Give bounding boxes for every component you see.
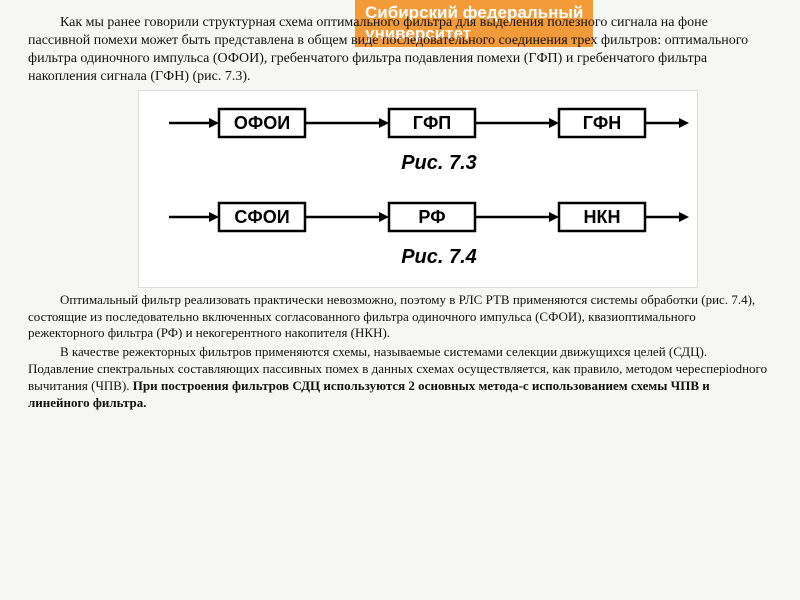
svg-text:Рис. 7.3: Рис. 7.3	[401, 152, 477, 174]
slide-page: Сибирский федеральный университет Как мы…	[0, 0, 800, 600]
paragraph-2: Оптимальный фильтр реализовать практичес…	[28, 292, 772, 343]
svg-text:Рис. 7.4: Рис. 7.4	[401, 246, 477, 268]
svg-text:НКН: НКН	[584, 207, 621, 227]
svg-text:ГФН: ГФН	[583, 113, 622, 133]
block-diagram: ОФОИ ГФП ГФН СФОИ РФ НКН Рис. 7.3 Рис. 7.4	[139, 91, 697, 287]
svg-text:СФОИ: СФОИ	[234, 207, 289, 227]
svg-text:РФ: РФ	[418, 207, 445, 227]
paragraph-3: В качестве режекторных фильтров применяю…	[28, 344, 772, 412]
paragraph-1: Как мы ранее говорили структурная схема …	[28, 14, 772, 86]
diagram-container: ОФОИ ГФП ГФН СФОИ РФ НКН Рис. 7.3 Рис. 7.4	[138, 90, 698, 288]
svg-text:ГФП: ГФП	[413, 113, 452, 133]
svg-text:ОФОИ: ОФОИ	[234, 113, 290, 133]
